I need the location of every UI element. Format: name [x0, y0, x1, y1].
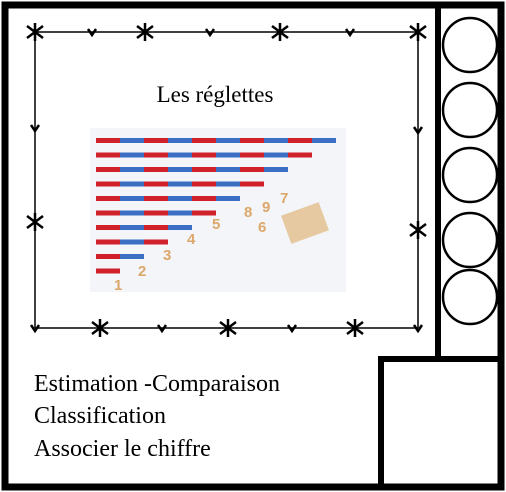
- circle: [441, 146, 499, 204]
- heart: [412, 324, 424, 334]
- answer-box: [378, 356, 504, 490]
- rod-segment: [144, 152, 168, 158]
- rod-segment: [216, 138, 240, 143]
- rod-segment: [192, 138, 216, 143]
- rod-segment: [96, 181, 120, 187]
- heart: [344, 28, 356, 38]
- text-line: Associer le chiffre: [34, 436, 211, 462]
- rod-segment: [144, 167, 168, 172]
- rod-segment: [192, 152, 216, 158]
- rod-segment: [96, 167, 120, 172]
- rod-segment: [168, 152, 192, 158]
- rod-segment: [216, 181, 240, 187]
- star: [409, 221, 427, 239]
- rod-segment: [96, 210, 120, 216]
- text-line: Classification: [34, 403, 166, 429]
- star: [219, 319, 237, 337]
- heart: [204, 28, 216, 38]
- doodle-border: [26, 23, 427, 337]
- rod-segment: [120, 167, 144, 172]
- circle: [441, 81, 499, 139]
- rod-segment: [288, 138, 312, 143]
- heart: [29, 124, 41, 134]
- card-title: Les réglettes: [157, 82, 274, 107]
- rod-segment: [144, 181, 168, 187]
- star: [136, 23, 154, 41]
- rod-segment: [120, 138, 144, 143]
- heart: [29, 324, 41, 334]
- rod-segment: [216, 167, 240, 172]
- star: [346, 319, 364, 337]
- rod-segment: [216, 196, 240, 201]
- rod-segment: [96, 268, 120, 274]
- photo-digit: 7: [280, 190, 288, 207]
- star: [26, 23, 44, 41]
- photo-digit: 3: [163, 247, 171, 264]
- photo-digit: 6: [258, 219, 266, 236]
- rod-segment: [168, 196, 192, 201]
- photo-digit: 9: [262, 199, 270, 216]
- heart: [86, 28, 98, 38]
- heart: [156, 324, 168, 334]
- rods: [96, 138, 336, 274]
- rod-segment: [168, 138, 192, 143]
- rod-segment: [240, 167, 264, 172]
- rod-segment: [120, 225, 144, 230]
- rod-segment: [120, 239, 144, 245]
- rod-segment: [192, 167, 216, 172]
- rod-segment: [96, 254, 120, 259]
- rod-segment: [264, 152, 288, 158]
- photo-digit: 2: [138, 263, 146, 280]
- heart: [412, 126, 424, 136]
- rod-segment: [168, 181, 192, 187]
- photo-digit: 1: [114, 277, 122, 294]
- photo-digit: 4: [187, 231, 196, 248]
- rod-segment: [264, 138, 288, 143]
- photo-digit: 8: [244, 204, 252, 221]
- rod-segment: [312, 138, 336, 143]
- rod-segment: [192, 210, 216, 216]
- rod-segment: [144, 210, 168, 216]
- rod-segment: [240, 181, 264, 187]
- rod-segment: [96, 239, 120, 245]
- rod-segment: [96, 138, 120, 143]
- rod-segment: [192, 181, 216, 187]
- rod-segment: [168, 210, 192, 216]
- rod-segment: [144, 225, 168, 230]
- rod-segment: [240, 138, 264, 143]
- rod-segment: [216, 152, 240, 158]
- star: [409, 23, 427, 41]
- circle-column: [441, 16, 499, 326]
- circle: [441, 16, 499, 74]
- number-tiles: [281, 202, 329, 244]
- rod-segment: [240, 152, 264, 158]
- rod-segment: [120, 181, 144, 187]
- rod-segment: [168, 167, 192, 172]
- text-line: Estimation -Comparaison: [34, 371, 280, 397]
- rod-segment: [168, 225, 192, 230]
- star: [271, 23, 289, 41]
- star: [91, 319, 109, 337]
- rod-segment: [144, 196, 168, 201]
- circle: [441, 211, 499, 269]
- rod-segment: [120, 210, 144, 216]
- rod-segment: [144, 239, 168, 245]
- rod-segment: [192, 196, 216, 201]
- photo-digit: 5: [212, 216, 220, 233]
- rod-segment: [288, 152, 312, 158]
- rod-segment: [120, 196, 144, 201]
- rod-segment: [120, 254, 144, 259]
- rod-segment: [264, 167, 288, 172]
- rod-segment: [96, 196, 120, 201]
- star: [26, 213, 44, 231]
- rod-segment: [144, 138, 168, 143]
- heart: [286, 324, 298, 334]
- rod-segment: [120, 152, 144, 158]
- circle: [441, 268, 499, 326]
- rod-segment: [96, 225, 120, 230]
- rod-segment: [96, 152, 120, 158]
